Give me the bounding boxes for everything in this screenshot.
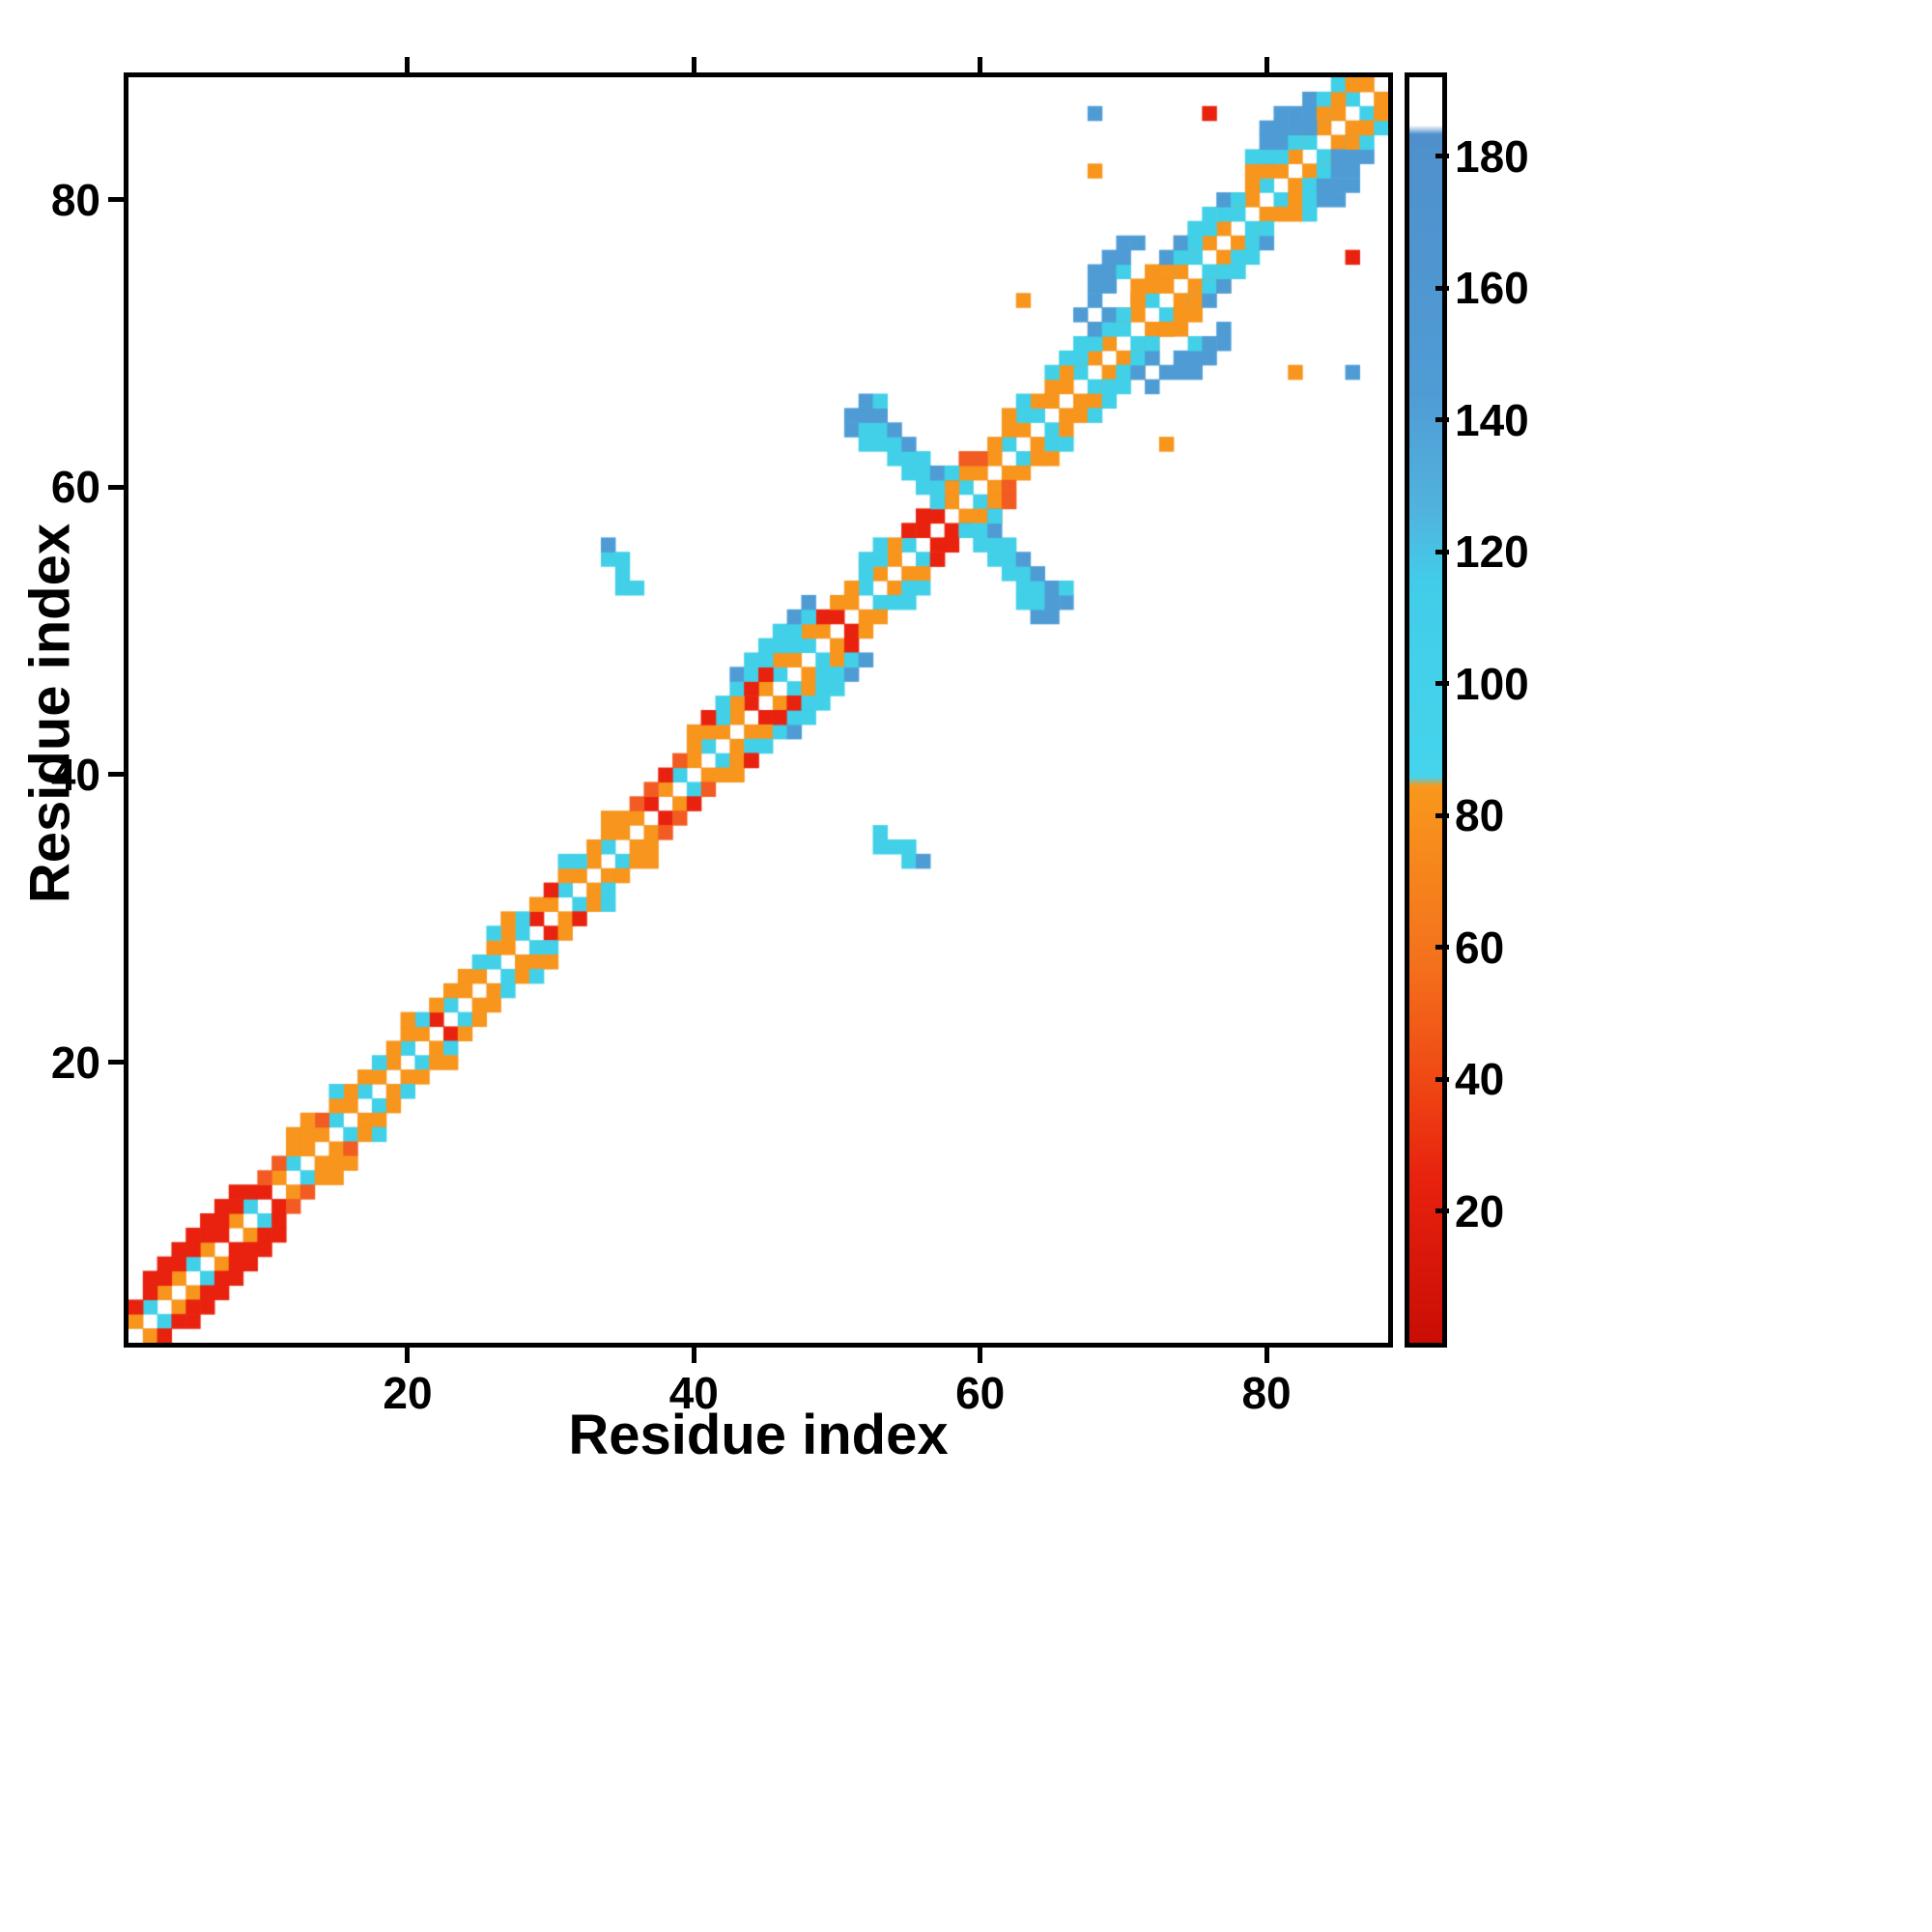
colorbar-tick	[1435, 417, 1449, 423]
colorbar-tick	[1435, 1076, 1449, 1082]
x-tick-label: 60	[955, 1368, 1006, 1418]
x-axis-title: Residue index	[568, 1404, 949, 1466]
x-axis-tick-top	[691, 57, 696, 72]
x-axis-tick	[405, 1348, 411, 1363]
x-axis-tick-top	[1264, 57, 1269, 72]
y-axis-title: Residue index	[18, 523, 82, 904]
colorbar-gradient	[1409, 77, 1442, 1343]
colorbar-tick-label: 160	[1455, 263, 1529, 314]
colorbar-tick	[1435, 1208, 1449, 1214]
x-tick-label: 40	[668, 1368, 719, 1418]
colorbar-tick-label: 40	[1455, 1054, 1505, 1105]
colorbar-tick-label: 20	[1455, 1185, 1505, 1236]
colorbar	[1405, 72, 1447, 1348]
x-axis-tick	[1264, 1348, 1269, 1363]
heatmap-canvas	[128, 77, 1388, 1343]
y-axis-tick	[108, 772, 124, 778]
colorbar-tick	[1435, 812, 1449, 818]
colorbar-tick	[1435, 154, 1449, 159]
x-axis-tick	[691, 1348, 696, 1363]
colorbar-tick	[1435, 681, 1449, 687]
plot-area	[124, 72, 1393, 1348]
x-tick-label: 80	[1241, 1368, 1292, 1418]
colorbar-tick-label: 120	[1455, 526, 1529, 578]
y-tick-label: 60	[50, 462, 100, 513]
x-axis-tick	[978, 1348, 983, 1363]
y-axis-tick	[108, 484, 124, 490]
y-axis-tick	[108, 197, 124, 203]
y-tick-label: 40	[50, 749, 100, 800]
colorbar-tick	[1435, 285, 1449, 291]
colorbar-tick-label: 140	[1455, 394, 1529, 445]
y-tick-label: 20	[50, 1037, 100, 1088]
colorbar-tick-label: 100	[1455, 658, 1529, 709]
x-tick-label: 20	[383, 1368, 433, 1418]
colorbar-tick	[1435, 549, 1449, 554]
colorbar-tick	[1435, 945, 1449, 951]
y-axis-tick	[108, 1060, 124, 1065]
colorbar-tick-label: 80	[1455, 790, 1505, 841]
y-tick-label: 80	[50, 174, 100, 225]
x-axis-tick-top	[978, 57, 983, 72]
x-axis-tick-top	[405, 57, 411, 72]
colorbar-tick-label: 180	[1455, 130, 1529, 182]
colorbar-tick-label: 60	[1455, 922, 1505, 973]
